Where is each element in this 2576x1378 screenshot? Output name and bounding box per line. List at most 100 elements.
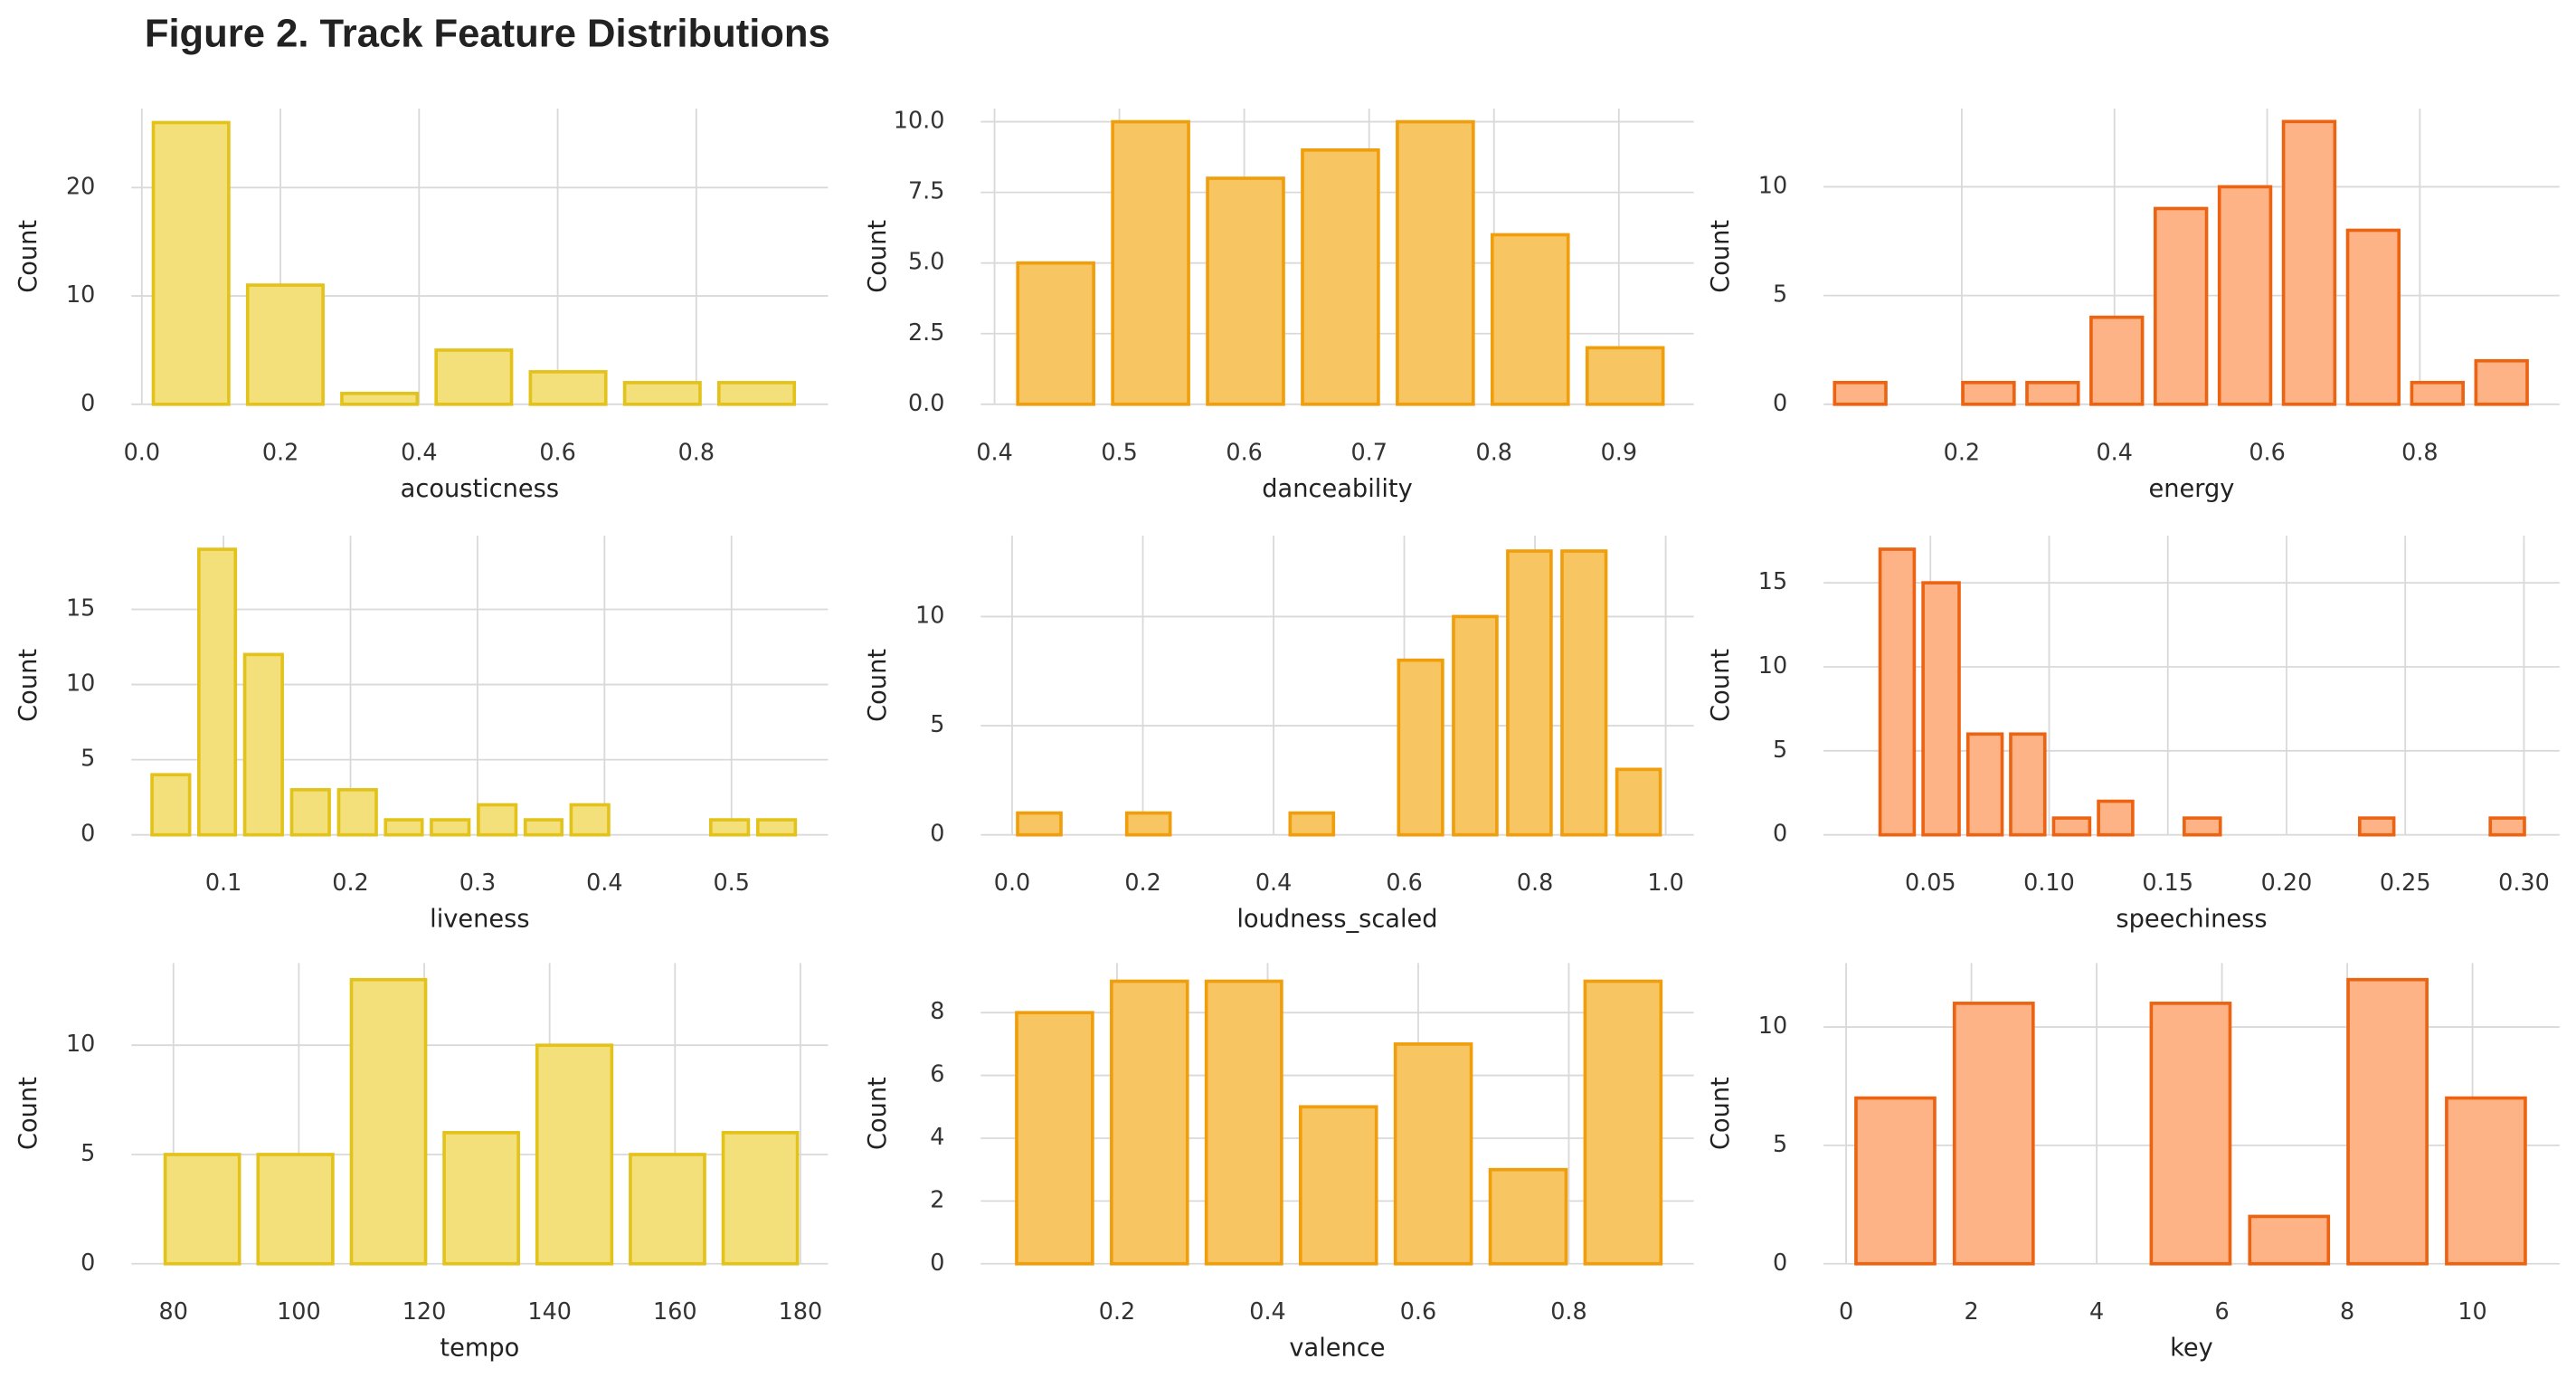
x-tick-label: 0.2 <box>1099 1297 1135 1325</box>
y-axis-label: Count <box>14 649 43 722</box>
y-tick-label: 10 <box>1758 651 1787 679</box>
x-tick-label: 0.4 <box>586 869 622 896</box>
x-axis-label: liveness <box>430 906 529 934</box>
panel: 0 2 4 6 8 0.2 0.4 0.6 0.8 valence Count <box>864 963 1694 1363</box>
bar <box>1204 979 1283 1266</box>
x-axis-label: key <box>2170 1335 2213 1363</box>
y-tick-label: 0 <box>80 1249 95 1276</box>
y-tick-label: 4 <box>930 1123 944 1150</box>
bar <box>1015 1011 1094 1266</box>
bar <box>150 773 192 837</box>
bar <box>151 120 231 406</box>
x-tick-label: 0.8 <box>2401 438 2438 465</box>
y-tick-label: 15 <box>66 594 95 622</box>
bar <box>2183 816 2222 837</box>
bar <box>434 348 514 406</box>
bar <box>629 1153 706 1266</box>
y-tick-label: 0 <box>80 820 95 847</box>
y-tick-label: 5 <box>1773 280 1787 308</box>
x-tick-label: 0.10 <box>2023 869 2075 896</box>
bar <box>2345 228 2401 406</box>
x-tick-label: 80 <box>159 1297 188 1325</box>
bar <box>1583 979 1663 1266</box>
y-tick-label: 8 <box>930 997 944 1024</box>
x-tick-label: 0.7 <box>1350 438 1387 465</box>
x-tick-label: 0.8 <box>1550 1297 1586 1325</box>
x-tick-label: 0.5 <box>714 869 750 896</box>
bar <box>1952 1002 2035 1266</box>
bar <box>716 381 797 406</box>
x-tick-label: 0.6 <box>2249 438 2285 465</box>
x-axis-label: danceability <box>1262 475 1412 503</box>
y-axis-label: Count <box>864 649 892 722</box>
bar <box>1490 233 1570 406</box>
bar <box>2097 799 2135 837</box>
bar <box>569 803 611 837</box>
x-tick-label: 0.8 <box>678 438 715 465</box>
bar <box>1854 1096 1937 1266</box>
bar <box>2281 119 2337 406</box>
bar <box>2217 185 2273 406</box>
x-tick-label: 0.9 <box>1601 438 1637 465</box>
y-axis-label: Count <box>864 1077 892 1150</box>
y-tick-label: 5 <box>1773 1130 1787 1157</box>
bar <box>1206 176 1285 406</box>
x-tick-label: 8 <box>2340 1297 2354 1325</box>
bar <box>2051 816 2092 837</box>
y-tick-label: 2.5 <box>908 318 944 346</box>
bar <box>2346 977 2429 1266</box>
x-axis-label: acousticness <box>401 475 559 503</box>
y-tick-label: 0 <box>930 820 944 847</box>
y-tick-label: 5 <box>930 710 944 737</box>
y-tick-label: 0 <box>1773 820 1787 847</box>
x-tick-label: 120 <box>402 1297 447 1325</box>
y-tick-label: 2 <box>930 1185 944 1212</box>
x-tick-label: 0.3 <box>459 869 496 896</box>
x-tick-label: 0.2 <box>1944 438 1980 465</box>
x-axis-label: valence <box>1289 1335 1385 1363</box>
y-tick-label: 6 <box>930 1060 944 1088</box>
x-tick-label: 10 <box>2458 1297 2486 1325</box>
bar <box>1560 549 1608 837</box>
bar <box>1393 1042 1473 1266</box>
bar <box>2089 315 2145 406</box>
x-tick-label: 0.4 <box>1255 869 1292 896</box>
bar <box>163 1153 242 1266</box>
y-tick-label: 5 <box>80 745 95 772</box>
y-tick-label: 10 <box>66 280 95 308</box>
bar <box>1124 811 1172 837</box>
y-axis-label: Count <box>1707 220 1735 293</box>
bar <box>1921 581 1961 837</box>
bar <box>442 1131 520 1266</box>
x-tick-label: 0.6 <box>539 438 575 465</box>
bar <box>1110 979 1189 1266</box>
y-tick-label: 10 <box>1758 171 1787 198</box>
bar <box>340 392 420 406</box>
bar <box>430 818 471 837</box>
x-tick-label: 0.05 <box>1905 869 1956 896</box>
bar <box>1878 547 1917 837</box>
bar <box>2445 1096 2527 1266</box>
y-axis-label: Count <box>14 1077 43 1150</box>
figure-title: Figure 2. Track Feature Distributions <box>145 12 830 55</box>
panel: 0 5 10 0.2 0.4 0.6 0.8 energy Count <box>1707 108 2560 503</box>
x-tick-label: 0.2 <box>1124 869 1160 896</box>
bar <box>289 788 331 837</box>
y-tick-label: 5 <box>80 1139 95 1166</box>
bar <box>721 1131 800 1266</box>
y-tick-label: 10 <box>66 1030 95 1057</box>
x-tick-label: 0.6 <box>1386 869 1422 896</box>
x-tick-label: 0.20 <box>2261 869 2313 896</box>
bar <box>1488 1167 1568 1266</box>
panel: 0 5 10 80 100 120 140 160 180 tempo Count <box>14 963 829 1363</box>
bar <box>2248 1214 2331 1266</box>
bar <box>1298 1105 1378 1266</box>
bar <box>349 977 428 1266</box>
y-tick-label: 15 <box>1758 567 1787 594</box>
bar <box>256 1153 335 1266</box>
y-axis-label: Count <box>1707 1077 1735 1150</box>
panel: 0 5 10 0.0 0.2 0.4 0.6 0.8 1.0 loudness_scaled Cou… <box>864 536 1694 934</box>
x-tick-label: 0.4 <box>1249 1297 1285 1325</box>
bar <box>197 547 238 837</box>
